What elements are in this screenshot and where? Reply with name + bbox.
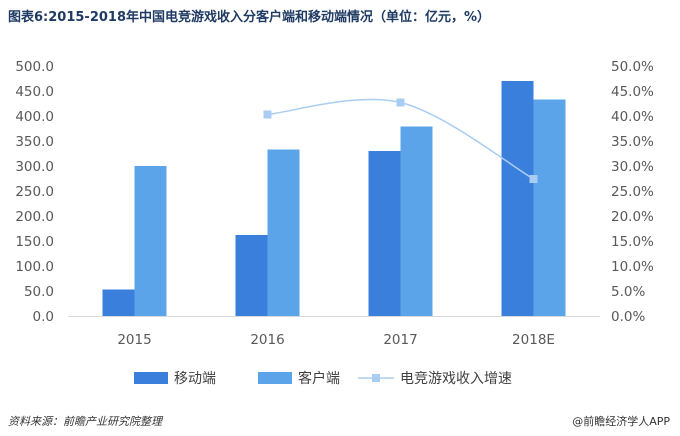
bar-mobile [368,151,401,316]
left-tick-label: 200.0 [15,209,54,225]
legend-swatch-marker [372,374,380,382]
left-tick-label: 350.0 [15,134,54,150]
legend-item-growth: 电竞游戏收入增速 [358,370,512,387]
growth-marker [529,175,538,183]
x-tick-label: 2016 [250,332,284,348]
bar-mobile [102,289,135,316]
legend-label: 客户端 [298,370,340,387]
legend-item-mobile: 移动端 [134,371,216,387]
left-tick-label: 400.0 [15,109,54,125]
x-tick-label: 2018E [512,332,555,348]
legend-item-client: 客户端 [258,370,340,387]
left-tick-label: 500.0 [15,59,54,75]
legend-swatch [258,372,292,384]
left-axis: 0.0 50.0 100.0 150.0 200.0 250.0 300.0 350.0 400… [15,59,54,325]
right-tick-label: 25.0% [611,184,654,200]
right-tick-label: 10.0% [611,259,654,275]
bars [102,81,566,316]
x-axis-labels: 2015 2016 2017 2018E [117,332,555,348]
x-tick-label: 2017 [383,332,417,348]
x-tick-label: 2015 [117,332,151,348]
bar-client [134,166,167,316]
left-tick-label: 250.0 [15,184,54,200]
right-tick-label: 0.0% [611,309,645,325]
growth-marker [396,98,405,107]
right-tick-label: 15.0% [611,234,654,250]
growth-line-series [263,98,538,183]
source-note: 资料来源：前瞻产业研究院整理 [8,415,162,428]
legend-label: 移动端 [174,371,216,387]
bar-client [267,149,300,316]
bar-client [533,99,566,316]
growth-marker [263,110,272,119]
right-tick-label: 35.0% [611,134,654,150]
right-tick-label: 50.0% [611,59,654,75]
right-tick-label: 20.0% [611,209,654,225]
legend: 移动端 客户端 电竞游戏收入增速 [134,370,512,387]
left-tick-label: 150.0 [15,234,54,250]
right-tick-label: 30.0% [611,159,654,175]
left-tick-label: 450.0 [15,84,54,100]
legend-label: 电竞游戏收入增速 [400,370,512,387]
legend-swatch [134,372,168,384]
right-tick-label: 5.0% [611,284,645,300]
right-tick-label: 40.0% [611,109,654,125]
left-tick-label: 100.0 [15,259,54,275]
bar-mobile [235,235,268,316]
bar-mobile [501,81,534,316]
left-tick-label: 300.0 [15,159,54,175]
left-tick-label: 0.0 [33,309,54,325]
bar-client [400,126,433,316]
right-axis: 0.0% 5.0% 10.0% 15.0% 20.0% 25.0% 30.0% 35.0% 40… [611,59,654,325]
chart-title: 图表6:2015-2018年中国电竞游戏收入分客户端和移动端情况（单位：亿元，%… [8,10,491,25]
brand-watermark: @前瞻经济学人APP [572,415,670,428]
right-tick-label: 45.0% [611,84,654,100]
left-tick-label: 50.0 [24,284,54,300]
